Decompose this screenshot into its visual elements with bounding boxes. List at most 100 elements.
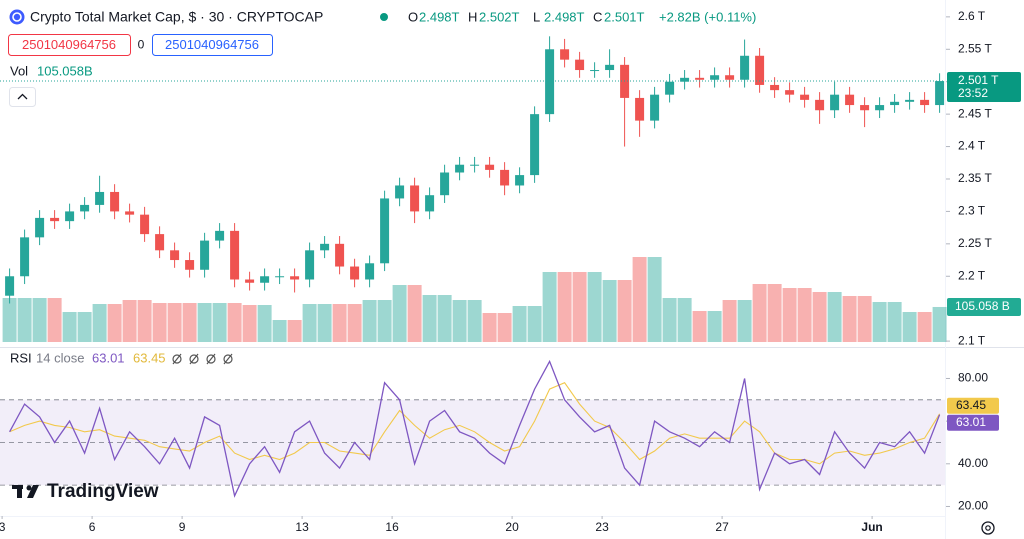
candle-body	[470, 164, 480, 166]
volume-bar	[317, 304, 332, 342]
volume-bar	[392, 285, 407, 342]
volume-bar	[752, 284, 767, 342]
volume-bar	[632, 257, 647, 342]
volume-bar	[497, 313, 512, 342]
x-tick-label: Jun	[861, 520, 882, 534]
volume-marker-label: 105.058 B	[955, 299, 1010, 313]
candle-body	[305, 250, 315, 280]
buy-button[interactable]	[152, 34, 273, 56]
volume-bar	[377, 300, 392, 342]
candle-body	[560, 49, 570, 60]
collapse-button[interactable]	[9, 87, 36, 107]
y-tick-label: 2.1 T	[958, 333, 986, 347]
rsi-params: 14 close	[36, 350, 84, 365]
volume-bar	[107, 304, 122, 342]
chart-title: Crypto Total Market Cap, $ · 30 · CRYPTO…	[30, 9, 323, 25]
candle-body	[485, 164, 495, 170]
candle-body	[740, 55, 750, 80]
candle-body	[785, 90, 795, 95]
candle-body	[215, 230, 225, 241]
candle-body	[695, 77, 705, 80]
candle-body	[35, 217, 45, 238]
candle-body	[650, 94, 660, 121]
volume-bar	[707, 311, 722, 342]
volume-bar	[2, 298, 17, 342]
y-tick-label: 80.00	[958, 371, 988, 385]
legend-value: 2.498T	[544, 9, 585, 24]
last-price-label: 2.501 T	[958, 73, 999, 87]
volume-bar	[542, 272, 557, 342]
buy-price: 2501040964756	[165, 37, 259, 52]
candle-body	[155, 234, 165, 251]
y-tick-label: 2.6 T	[958, 9, 986, 23]
sell-button[interactable]	[8, 34, 131, 56]
candle-body	[275, 276, 285, 278]
x-tick-label: 20	[505, 520, 519, 534]
volume-bar	[407, 285, 422, 342]
volume-bar	[272, 320, 287, 342]
candle-body	[680, 77, 690, 82]
volume-bar	[527, 306, 542, 342]
candle-body	[500, 169, 510, 186]
y-tick-label: 2.3 T	[958, 204, 986, 218]
countdown: 23:52	[958, 86, 988, 100]
candle-body	[860, 105, 870, 111]
legend-value: 2.502T	[479, 9, 520, 24]
volume-bar	[842, 296, 857, 342]
candle-body	[5, 276, 15, 296]
y-tick-label: 20.00	[958, 499, 988, 513]
y-tick-label: 2.35 T	[958, 171, 992, 185]
candle-body	[50, 217, 60, 222]
rsi-name: RSI	[10, 350, 32, 365]
spread: 0	[138, 38, 145, 52]
settings-icon	[985, 525, 991, 531]
candle-body	[440, 172, 450, 196]
logo-icon	[12, 485, 39, 498]
legend-key: C	[593, 9, 602, 24]
x-tick-label: 9	[179, 520, 186, 534]
candle-body	[905, 99, 915, 102]
volume-bar	[32, 298, 47, 342]
volume-bar	[677, 298, 692, 342]
volume-bar	[362, 300, 377, 342]
volume-legend-name: Vol	[10, 63, 28, 78]
candle-body	[200, 240, 210, 270]
volume-bar	[437, 295, 452, 342]
candle-body	[830, 94, 840, 111]
volume-bar	[767, 284, 782, 342]
candle-body	[170, 250, 180, 261]
sell-price: 2501040964756	[22, 37, 116, 52]
volume-bar	[722, 300, 737, 342]
candle-body	[890, 101, 900, 106]
candle-body	[65, 211, 75, 222]
volume-bar	[602, 280, 617, 342]
rsi-ma-legend-value: 63.45	[133, 350, 166, 365]
candle-body	[815, 99, 825, 111]
volume-bar	[47, 298, 62, 342]
volume-bar	[197, 303, 212, 342]
collapse-icon	[17, 93, 28, 100]
empty-value-icons	[172, 353, 233, 365]
candle-body	[320, 243, 330, 251]
volume-marker	[947, 297, 1021, 316]
candle-body	[605, 64, 615, 71]
volume-bar	[587, 272, 602, 342]
candle-body	[875, 105, 885, 111]
volume-bar	[242, 305, 257, 342]
candle-body	[665, 81, 675, 95]
rsi-marker-label: 63.01	[956, 415, 986, 429]
volume-bar	[512, 306, 527, 342]
candle-body	[530, 114, 540, 176]
candle-body	[350, 266, 360, 280]
candle-body	[365, 263, 375, 280]
candle-body	[455, 164, 465, 173]
x-tick-label: 16	[385, 520, 399, 534]
volume-bar	[92, 304, 107, 342]
settings-button[interactable]	[981, 521, 995, 535]
legend-key: H	[468, 9, 477, 24]
volume-bar	[737, 300, 752, 342]
market-status	[380, 13, 388, 21]
candle-body	[395, 185, 405, 199]
candle-body	[635, 97, 645, 121]
